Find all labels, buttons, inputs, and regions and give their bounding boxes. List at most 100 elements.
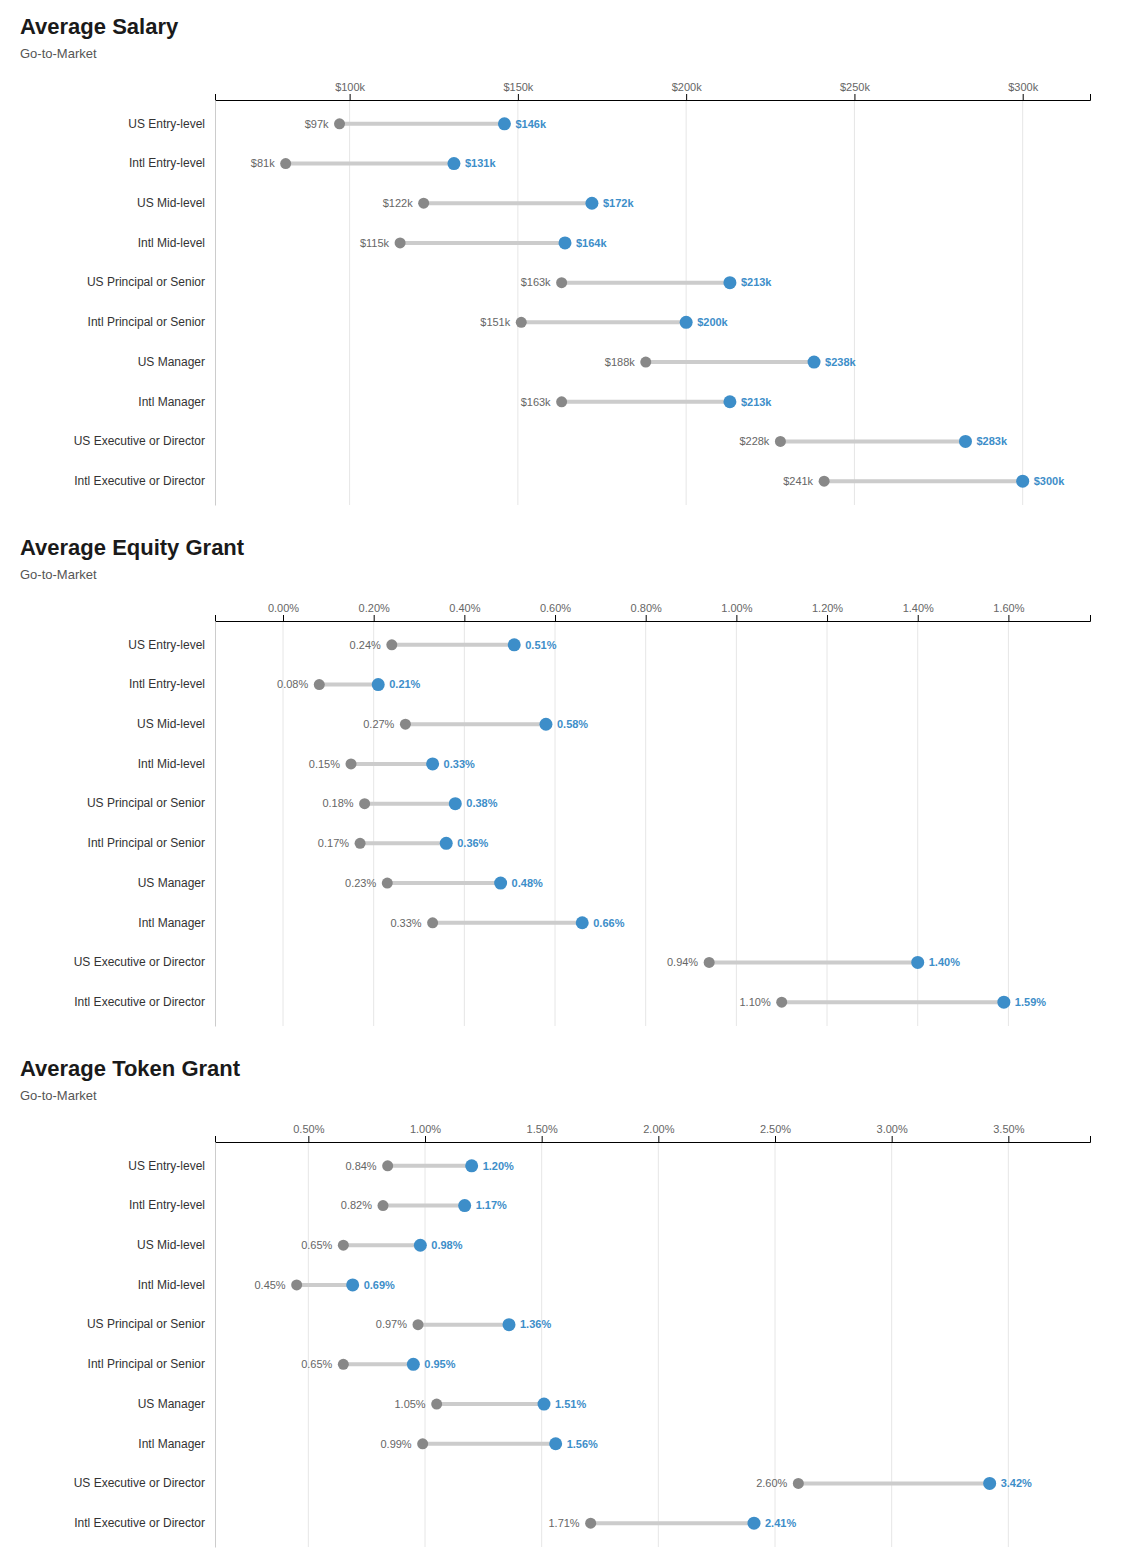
- data-label: 0.27%: [363, 718, 394, 730]
- x-tick-mark: [1023, 94, 1024, 100]
- data-label: 2.60%: [756, 1477, 787, 1489]
- dot: [503, 1318, 516, 1331]
- y-tick: US Entry-level: [128, 117, 215, 131]
- connector: [360, 841, 446, 845]
- dot: [440, 837, 453, 850]
- data-label: 0.98%: [431, 1239, 462, 1251]
- y-axis: US Entry-levelIntl Entry-levelUS Mid-lev…: [74, 622, 216, 1027]
- y-tick: Intl Entry-level: [129, 156, 215, 170]
- x-tick-mark: [658, 1136, 659, 1142]
- grid: [350, 100, 1023, 505]
- grid-line: [425, 1142, 426, 1547]
- x-tick-mark: [464, 615, 465, 621]
- y-tick: Intl Executive or Director: [74, 474, 215, 488]
- x-tick-mark: [374, 615, 375, 621]
- data-label: 0.82%: [341, 1199, 372, 1211]
- panel: Average Equity GrantGo-to-Market0.00%0.2…: [20, 535, 1091, 1027]
- y-tick-label: Intl Executive or Director: [74, 1516, 205, 1530]
- connector: [423, 1442, 556, 1446]
- panel: Average SalaryGo-to-Market$100k$150k$200…: [20, 14, 1091, 506]
- connector: [437, 1402, 544, 1406]
- connector: [405, 722, 546, 726]
- data-labels: 0.24%0.08%0.27%0.15%0.18%0.17%0.23%0.33%…: [277, 639, 1046, 1008]
- data-label: 0.08%: [277, 678, 308, 690]
- data-label: $131k: [465, 157, 496, 169]
- x-tick-mark: [425, 1136, 426, 1142]
- y-tick-label: Intl Entry-level: [129, 156, 205, 170]
- data-label: 0.33%: [444, 758, 475, 770]
- dot: [431, 1399, 442, 1410]
- marks: [291, 1159, 996, 1529]
- y-axis-line: [215, 101, 216, 506]
- y-tick-label: US Entry-level: [128, 1159, 205, 1173]
- connector: [798, 1481, 989, 1485]
- data-label: 0.48%: [512, 877, 543, 889]
- connector: [824, 479, 1023, 483]
- dot: [338, 1359, 349, 1370]
- data-label: 0.69%: [364, 1279, 395, 1291]
- data-label: $163k: [521, 276, 551, 288]
- marks: [314, 638, 1011, 1008]
- data-label: $115k: [360, 237, 390, 249]
- connector: [365, 802, 456, 806]
- data-label: 0.33%: [390, 917, 421, 929]
- grid-line: [854, 100, 855, 505]
- dot: [386, 639, 397, 650]
- data-label: $300k: [1034, 475, 1065, 487]
- y-tick-label: Intl Executive or Director: [74, 474, 205, 488]
- dot: [808, 356, 821, 369]
- data-label: $283k: [976, 435, 1007, 447]
- data-label: 0.24%: [350, 639, 381, 651]
- data-label: 0.21%: [389, 678, 420, 690]
- y-tick: US Principal or Senior: [87, 796, 215, 810]
- x-tick-mark: [1008, 1136, 1009, 1142]
- data-label: 1.05%: [394, 1398, 425, 1410]
- grid-line: [349, 100, 350, 505]
- dot: [382, 878, 393, 889]
- y-tick: US Manager: [138, 355, 215, 369]
- y-tick: US Manager: [138, 1397, 215, 1411]
- dot: [576, 916, 589, 929]
- connector: [392, 643, 514, 647]
- x-tick: 0.60%: [540, 602, 571, 621]
- data-label: $238k: [825, 356, 856, 368]
- y-tick-label: Intl Manager: [138, 916, 205, 930]
- data-label: $151k: [480, 316, 510, 328]
- data-label: $97k: [305, 118, 329, 130]
- data-label: $146k: [515, 118, 546, 130]
- grid-line: [517, 100, 518, 505]
- data-label: 1.36%: [520, 1318, 551, 1330]
- connector: [562, 281, 730, 285]
- data-label: 1.10%: [740, 996, 771, 1008]
- x-tick: $250k: [840, 81, 870, 100]
- panel: Average Token GrantGo-to-Market0.50%1.00…: [20, 1056, 1091, 1548]
- x-tick: 2.50%: [760, 1123, 791, 1142]
- data-label: 0.94%: [667, 956, 698, 968]
- x-tick-label: 1.00%: [721, 602, 752, 614]
- x-tick: 3.00%: [877, 1123, 908, 1142]
- x-tick: 1.00%: [721, 602, 752, 621]
- dot: [346, 758, 357, 769]
- x-tick: $150k: [503, 81, 533, 100]
- y-tick-label: Intl Principal or Senior: [88, 315, 205, 329]
- x-tick-label: 1.50%: [527, 1123, 558, 1135]
- x-tick-mark: [827, 615, 828, 621]
- y-axis: US Entry-levelIntl Entry-levelUS Mid-lev…: [74, 1143, 216, 1548]
- grid-line: [555, 621, 556, 1026]
- y-tick-label: US Manager: [138, 876, 205, 890]
- connector: [521, 320, 686, 324]
- connector: [418, 1323, 509, 1327]
- grid: [308, 1142, 1008, 1547]
- connector: [286, 162, 454, 166]
- x-tick-mark: [542, 1136, 543, 1142]
- data-label: $122k: [383, 197, 413, 209]
- x-tick-mark: [283, 615, 284, 621]
- y-tick: Intl Manager: [138, 395, 215, 409]
- y-tick: Intl Manager: [138, 916, 215, 930]
- dot: [426, 757, 439, 770]
- y-tick: US Mid-level: [137, 1238, 215, 1252]
- data-label: $164k: [576, 237, 607, 249]
- y-tick: Intl Mid-level: [138, 236, 215, 250]
- x-tick-label: $300k: [1008, 81, 1038, 93]
- x-tick-label: $200k: [672, 81, 702, 93]
